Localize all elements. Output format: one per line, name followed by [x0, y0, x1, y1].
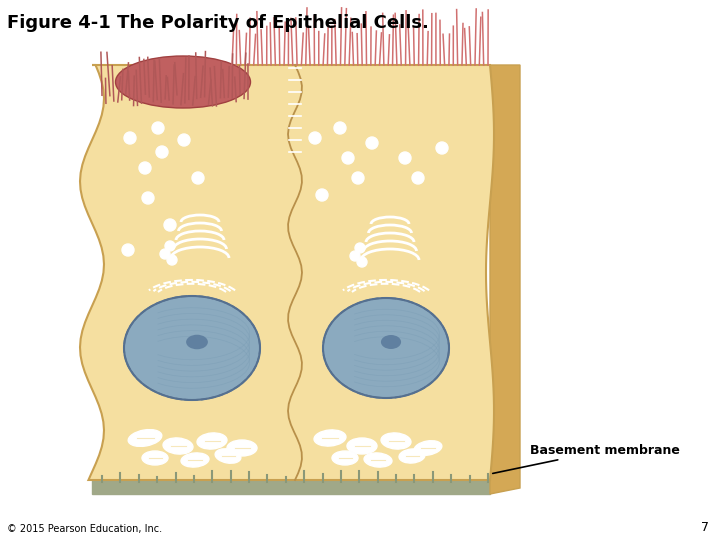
Ellipse shape [323, 298, 449, 398]
Circle shape [165, 241, 175, 251]
Text: © 2015 Pearson Education, Inc.: © 2015 Pearson Education, Inc. [7, 523, 162, 534]
Circle shape [334, 122, 346, 134]
Ellipse shape [332, 451, 358, 465]
Circle shape [366, 137, 378, 149]
Ellipse shape [364, 453, 392, 467]
Ellipse shape [314, 430, 346, 446]
Ellipse shape [215, 449, 241, 463]
Circle shape [167, 255, 177, 265]
Text: Figure 4-1 The Polarity of Epithelial Cells.: Figure 4-1 The Polarity of Epithelial Ce… [7, 14, 429, 31]
Circle shape [152, 122, 164, 134]
Circle shape [355, 243, 365, 253]
Ellipse shape [115, 56, 251, 108]
Ellipse shape [399, 449, 425, 463]
Ellipse shape [186, 335, 208, 349]
Ellipse shape [381, 433, 411, 449]
Ellipse shape [181, 453, 209, 467]
Text: 7: 7 [701, 521, 709, 534]
Circle shape [124, 132, 136, 144]
Circle shape [309, 132, 321, 144]
Circle shape [192, 172, 204, 184]
Ellipse shape [381, 335, 401, 349]
Ellipse shape [128, 430, 162, 447]
Circle shape [142, 192, 154, 204]
Circle shape [164, 219, 176, 231]
Ellipse shape [197, 433, 227, 449]
Ellipse shape [414, 441, 442, 455]
Polygon shape [80, 65, 494, 480]
Circle shape [357, 257, 367, 267]
Circle shape [160, 249, 170, 259]
Circle shape [316, 189, 328, 201]
Polygon shape [490, 65, 520, 494]
Ellipse shape [227, 440, 257, 456]
Ellipse shape [347, 438, 377, 454]
Circle shape [342, 152, 354, 164]
Circle shape [122, 244, 134, 256]
Circle shape [350, 251, 360, 261]
Circle shape [399, 152, 411, 164]
Circle shape [436, 142, 448, 154]
Circle shape [178, 134, 190, 146]
Ellipse shape [163, 438, 193, 454]
Ellipse shape [124, 296, 260, 400]
Text: Basement membrane: Basement membrane [492, 443, 680, 474]
Ellipse shape [142, 451, 168, 465]
Bar [92, 480, 490, 494]
Circle shape [412, 172, 424, 184]
Circle shape [139, 162, 151, 174]
Circle shape [352, 172, 364, 184]
Circle shape [156, 146, 168, 158]
